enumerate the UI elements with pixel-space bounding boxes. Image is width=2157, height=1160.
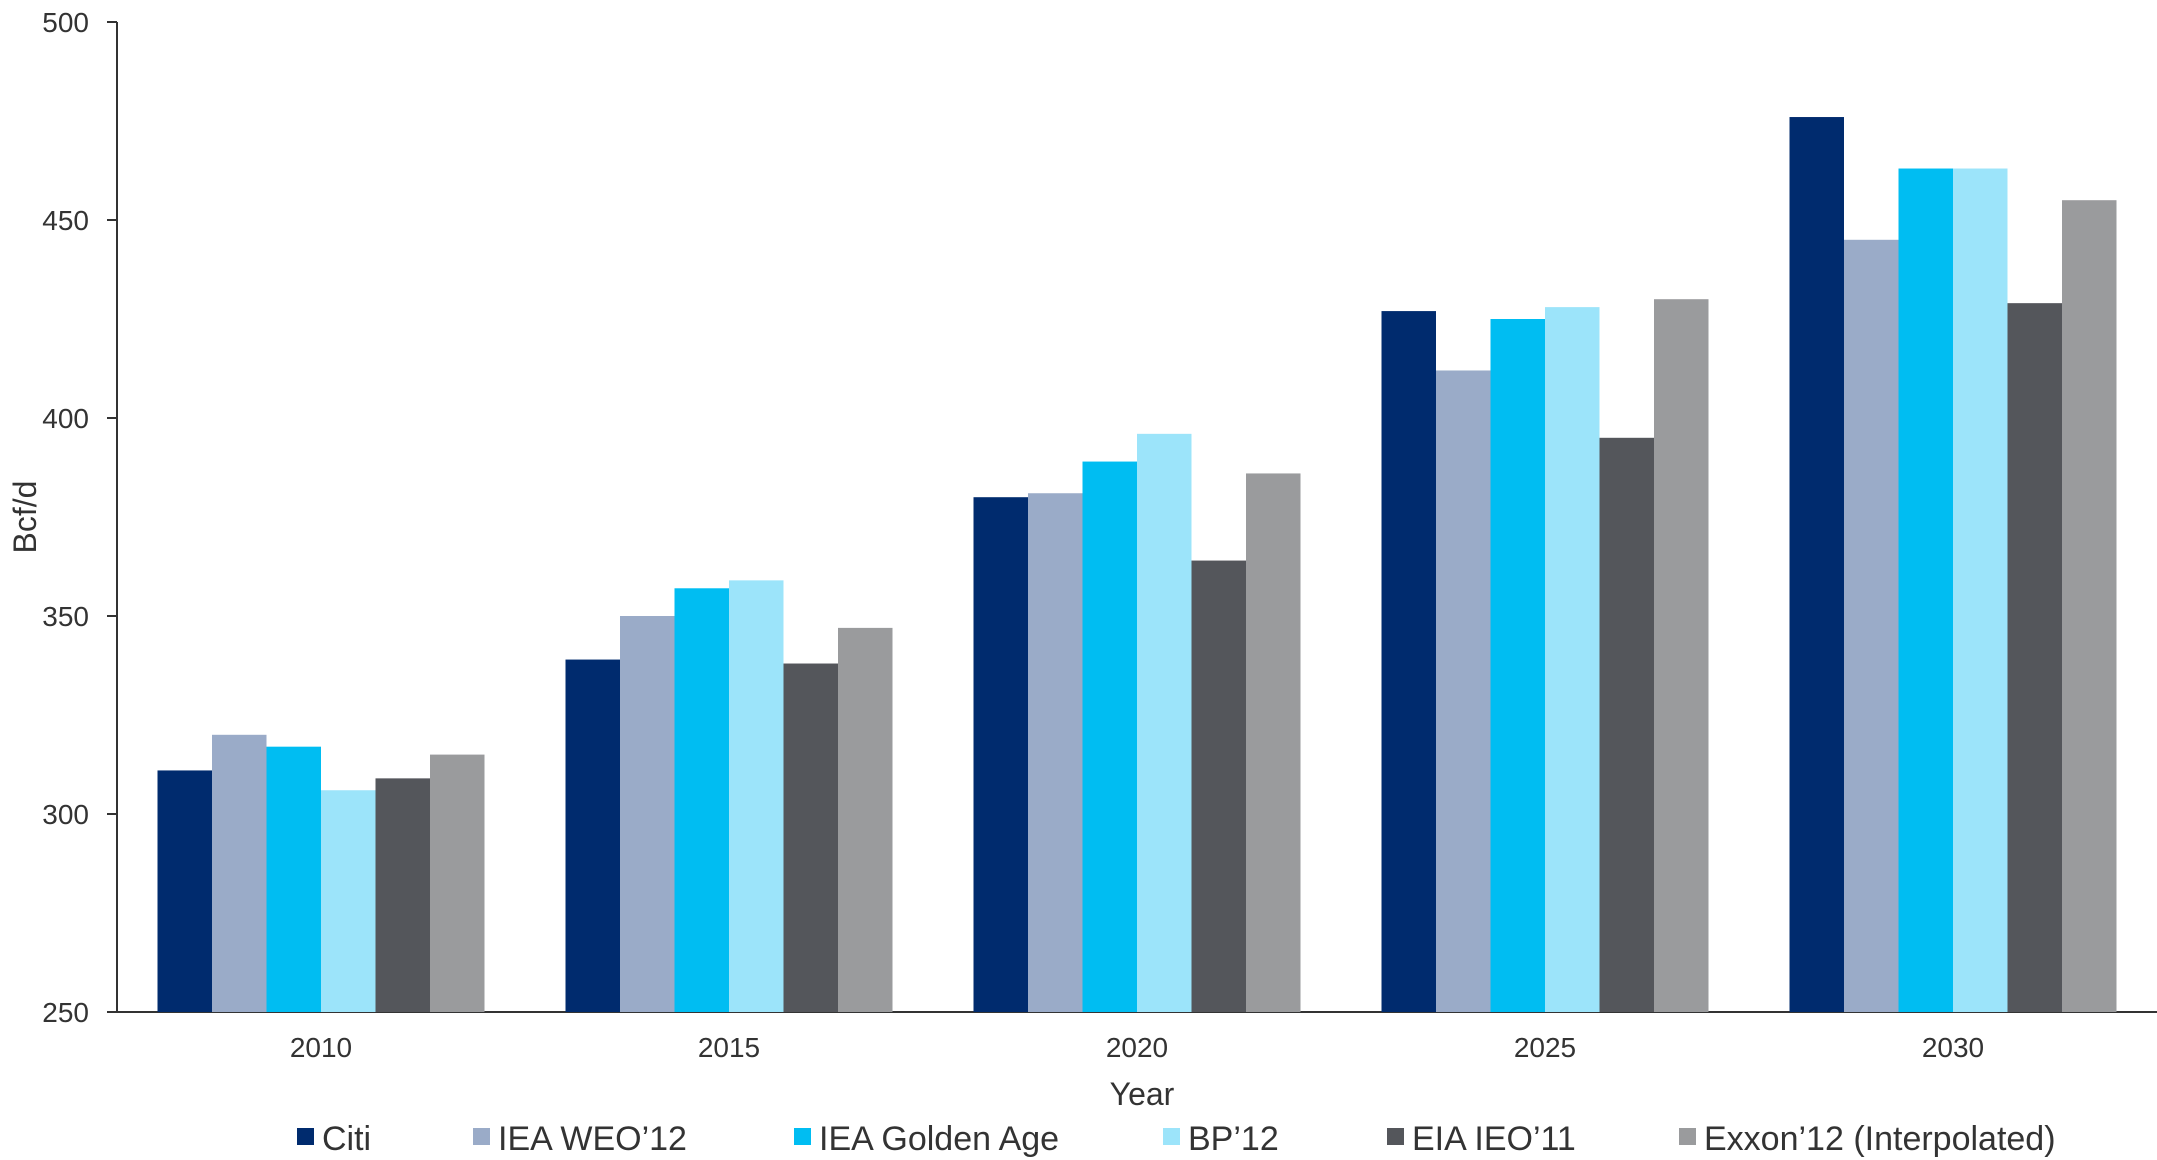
bar: [157, 770, 212, 1012]
bar: [620, 616, 675, 1012]
bar: [1844, 239, 1899, 1013]
bar: [1137, 433, 1192, 1013]
legend-label: Exxon’12 (Interpolated): [1704, 1120, 2056, 1158]
legend-swatch: [794, 1128, 811, 1145]
y-tick-label: 400: [42, 403, 89, 434]
bar: [1545, 307, 1600, 1012]
legend: Citi IEA WEO’12 IEA Golden Age BP’12 EIA IEO…: [297, 1120, 2056, 1158]
legend-label: BP’12: [1188, 1120, 1279, 1158]
bar: [1082, 461, 1137, 1012]
y-tick-label: 450: [42, 205, 89, 236]
bar: [2062, 200, 2117, 1012]
legend-swatch: [473, 1128, 490, 1145]
bar: [2007, 303, 2062, 1012]
x-tick-label: 2025: [1514, 1032, 1576, 1063]
bar: [266, 746, 321, 1012]
x-tick-label: 2020: [1106, 1032, 1168, 1063]
x-tick-label: 2010: [290, 1032, 352, 1063]
bar: [838, 627, 893, 1012]
y-tick-label: 500: [42, 7, 89, 38]
bar: [1599, 437, 1654, 1012]
y-axis: 250 300 350 400 450 500: [42, 7, 118, 1028]
bar: [674, 588, 729, 1012]
bar: [321, 790, 376, 1012]
bar: [1381, 311, 1436, 1013]
bar: [565, 659, 620, 1012]
bar: [375, 778, 430, 1012]
y-tick-label: 300: [42, 799, 89, 830]
bar: [1789, 117, 1844, 1013]
legend-swatch: [1679, 1128, 1696, 1145]
legend-label: IEA WEO’12: [498, 1120, 687, 1158]
legend-label: Citi: [322, 1120, 371, 1158]
bar: [973, 497, 1028, 1012]
x-axis: 2010 2015 2020 2025 2030: [117, 1011, 2157, 1063]
bar: [1246, 473, 1301, 1012]
bar: [1654, 299, 1709, 1012]
bar: [1953, 168, 2008, 1012]
bar: [1028, 493, 1083, 1012]
bar: [1490, 319, 1545, 1012]
y-axis-title: Bcf/d: [7, 481, 43, 554]
bar: [430, 754, 485, 1012]
legend-label: EIA IEO’11: [1412, 1120, 1576, 1158]
bar: [1436, 370, 1491, 1013]
y-tick-label: 350: [42, 601, 89, 632]
bars: [157, 117, 2117, 1013]
bar: [729, 580, 784, 1012]
y-tick-label: 250: [42, 997, 89, 1028]
legend-swatch: [1387, 1128, 1404, 1145]
bar: [1898, 168, 1953, 1012]
bar: [212, 734, 267, 1012]
x-axis-title: Year: [1110, 1076, 1175, 1112]
x-tick-label: 2030: [1922, 1032, 1984, 1063]
legend-swatch: [1163, 1128, 1180, 1145]
legend-label: IEA Golden Age: [819, 1120, 1059, 1158]
bar: [783, 663, 838, 1012]
bar: [1191, 560, 1246, 1012]
legend-swatch: [297, 1128, 314, 1145]
x-tick-label: 2015: [698, 1032, 760, 1063]
